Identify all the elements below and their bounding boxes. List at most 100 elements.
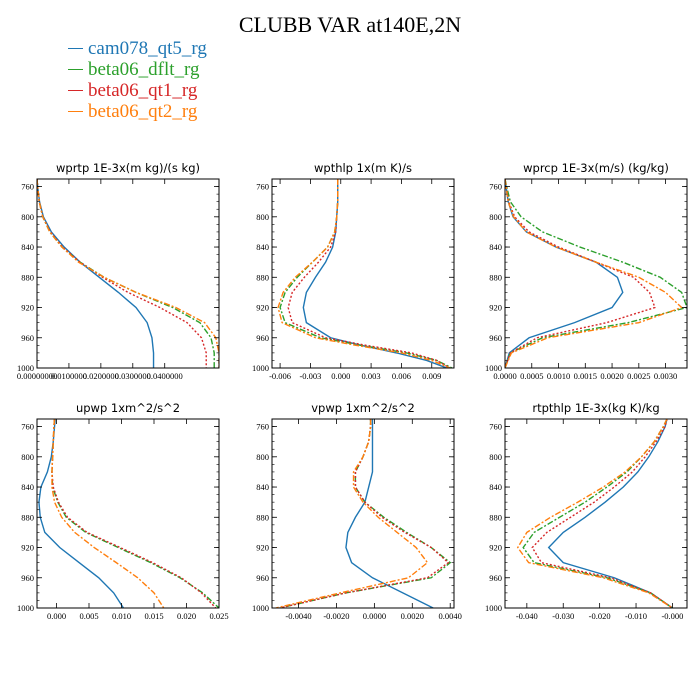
series-line-cam078_qt5_rg: [505, 179, 624, 368]
series-line-beta06_dflt_rg: [279, 419, 452, 608]
x-tick-label: 0.00000000: [17, 371, 57, 381]
x-tick-label: -0.0020: [323, 611, 349, 621]
series-line-beta06_qt2_rg: [516, 419, 673, 608]
y-tick-label: 1000: [252, 603, 269, 613]
x-tick-label: 0.0200000: [83, 371, 119, 381]
x-tick-label: 0.003: [362, 371, 381, 381]
x-tick-label: 0.000: [331, 371, 350, 381]
plot-frame: [271, 418, 455, 609]
x-tick-label: 0.0020: [600, 371, 623, 381]
y-tick-label: 880: [21, 512, 34, 522]
x-tick-label: 0.0300000: [115, 371, 151, 381]
y-tick-label: 760: [21, 422, 34, 432]
legend-swatch: [68, 90, 83, 91]
x-tick-label: 0.015: [144, 611, 163, 621]
y-tick-label: 800: [489, 452, 502, 462]
y-tick-label: 920: [21, 543, 34, 553]
y-tick-label: 760: [489, 422, 502, 432]
series-line-cam078_qt5_rg: [37, 179, 155, 368]
series-group: [37, 179, 219, 368]
series-line-beta06_qt2_rg: [505, 179, 683, 368]
y-tick-label: 800: [256, 452, 269, 462]
series-line-beta06_qt2_rg: [275, 419, 429, 608]
y-tick-label: 1000: [252, 363, 269, 373]
y-tick-label: 920: [21, 303, 34, 313]
legend-label: beta06_qt1_rg: [88, 80, 198, 101]
y-tick-label: 880: [489, 272, 502, 282]
x-tick-label: 0.0005: [520, 371, 543, 381]
legend-swatch: [68, 111, 83, 112]
x-tick-label: 0.020: [177, 611, 196, 621]
series-group: [516, 419, 673, 608]
y-tick-label: 960: [21, 573, 34, 583]
y-tick-label: 1000: [485, 603, 502, 613]
x-tick-label: 0.0100000: [51, 371, 87, 381]
legend-swatch: [68, 48, 83, 49]
y-tick-label: 880: [21, 272, 34, 282]
panel-2: wprcp 1E-3x(m/s) (kg/kg) 760 800 840 880 920 9…: [485, 161, 688, 381]
x-tick-label: 0.009: [422, 371, 441, 381]
x-tick-label: 0.0000: [493, 371, 516, 381]
x-tick-label: 0.0030: [654, 371, 677, 381]
x-tick-label: 0.000: [47, 611, 66, 621]
figure-title: CLUBB VAR at140E,2N: [238, 12, 462, 37]
plot-frame: [271, 178, 455, 369]
x-tick-label: 0.0400000: [147, 371, 183, 381]
y-tick-label: 840: [489, 242, 502, 252]
y-tick-label: 960: [256, 333, 269, 343]
legend-item-cam078: cam078_qt5_rg: [68, 38, 207, 59]
y-tick-label: 960: [256, 573, 269, 583]
x-tick-label: 0.0025: [627, 371, 650, 381]
panel-5: rtpthlp 1E-3x(kg K)/kg 760 800 840 880 920 960…: [485, 401, 688, 621]
x-tick-label: -0.030: [552, 611, 574, 621]
panel-title: upwp 1xm^2/s^2: [76, 401, 180, 415]
legend-label: cam078_qt5_rg: [88, 38, 207, 59]
y-tick-label: 920: [256, 543, 269, 553]
y-tick-label: 840: [21, 482, 34, 492]
x-tick-label: 0.005: [79, 611, 98, 621]
series-group: [275, 419, 452, 608]
plot-frame: [504, 178, 688, 369]
x-tick-label: -0.010: [625, 611, 647, 621]
x-tick-label: 0.0040: [439, 611, 462, 621]
panel-0: wprtp 1E-3x(m kg)/(s kg) 760 800 840 880 920 9…: [17, 161, 220, 381]
series-line-beta06_dflt_rg: [279, 179, 453, 368]
y-tick-label: 800: [489, 212, 502, 222]
y-tick-label: 1000: [17, 363, 34, 373]
x-tick-label: -0.0040: [285, 611, 311, 621]
legend-label: beta06_qt2_rg: [88, 101, 198, 122]
x-tick-label: 0.0000: [363, 611, 386, 621]
legend-label: beta06_dflt_rg: [88, 59, 200, 80]
y-tick-label: 960: [489, 573, 502, 583]
legend-item-dflt: beta06_dflt_rg: [68, 59, 207, 80]
series-line-beta06_dflt_rg: [37, 179, 215, 368]
panel-title: wprcp 1E-3x(m/s) (kg/kg): [523, 161, 669, 175]
y-tick-label: 760: [256, 422, 269, 432]
series-line-beta06_qt2_rg: [37, 179, 219, 368]
y-tick-label: 920: [256, 303, 269, 313]
series-group: [277, 179, 453, 368]
x-tick-label: -0.006: [269, 371, 291, 381]
y-tick-label: 760: [256, 182, 269, 192]
y-tick-label: 800: [21, 212, 34, 222]
x-tick-label: 0.006: [392, 371, 411, 381]
x-tick-label: 0.0015: [574, 371, 597, 381]
series-line-beta06_qt1_rg: [287, 179, 451, 368]
y-tick-label: 800: [256, 212, 269, 222]
x-tick-label: -0.020: [589, 611, 611, 621]
series-line-cam078_qt5_rg: [547, 419, 673, 608]
legend: cam078_qt5_rg beta06_dflt_rg beta06_qt1_…: [68, 38, 207, 122]
series-group: [38, 419, 219, 608]
panel-1: wpthlp 1x(m K)/s7608008408809209601000-0…: [252, 161, 455, 381]
x-tick-label: 0.0020: [401, 611, 424, 621]
panel-3: upwp 1xm^2/s^2 760 800 840 880 920 960 1000 0.00…: [17, 401, 229, 621]
y-tick-label: 1000: [17, 603, 34, 613]
y-tick-label: 920: [489, 543, 502, 553]
series-line-cam078_qt5_rg: [302, 179, 448, 368]
series-line-cam078_qt5_rg: [345, 419, 434, 608]
y-tick-label: 760: [489, 182, 502, 192]
series-line-beta06_qt1_rg: [37, 179, 207, 368]
series-line-beta06_qt1_rg: [51, 419, 217, 608]
y-tick-label: 760: [21, 182, 34, 192]
